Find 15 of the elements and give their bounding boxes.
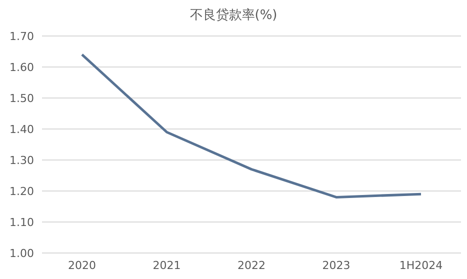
line-series	[80, 53, 422, 198]
y-tick-label: 1.60	[10, 60, 34, 74]
y-tick-label: 1.10	[10, 216, 34, 229]
x-tick-label: 2021	[152, 258, 181, 272]
y-tick-label: 1.40	[10, 122, 34, 136]
x-tick-label: 2020	[68, 258, 96, 272]
y-tick-label: 1.70	[10, 30, 34, 43]
y-tick-label: 1.30	[10, 154, 34, 167]
y-tick-label: 1.50	[10, 92, 34, 105]
x-tick-label: 1H2024	[399, 258, 443, 272]
x-tick-label: 2023	[322, 258, 350, 272]
y-tick-label: 1.00	[10, 246, 34, 260]
x-tick-label: 2022	[238, 258, 266, 272]
y-tick-label: 1.20	[10, 184, 34, 198]
chart-title: 不良贷款率(%)	[188, 7, 278, 24]
